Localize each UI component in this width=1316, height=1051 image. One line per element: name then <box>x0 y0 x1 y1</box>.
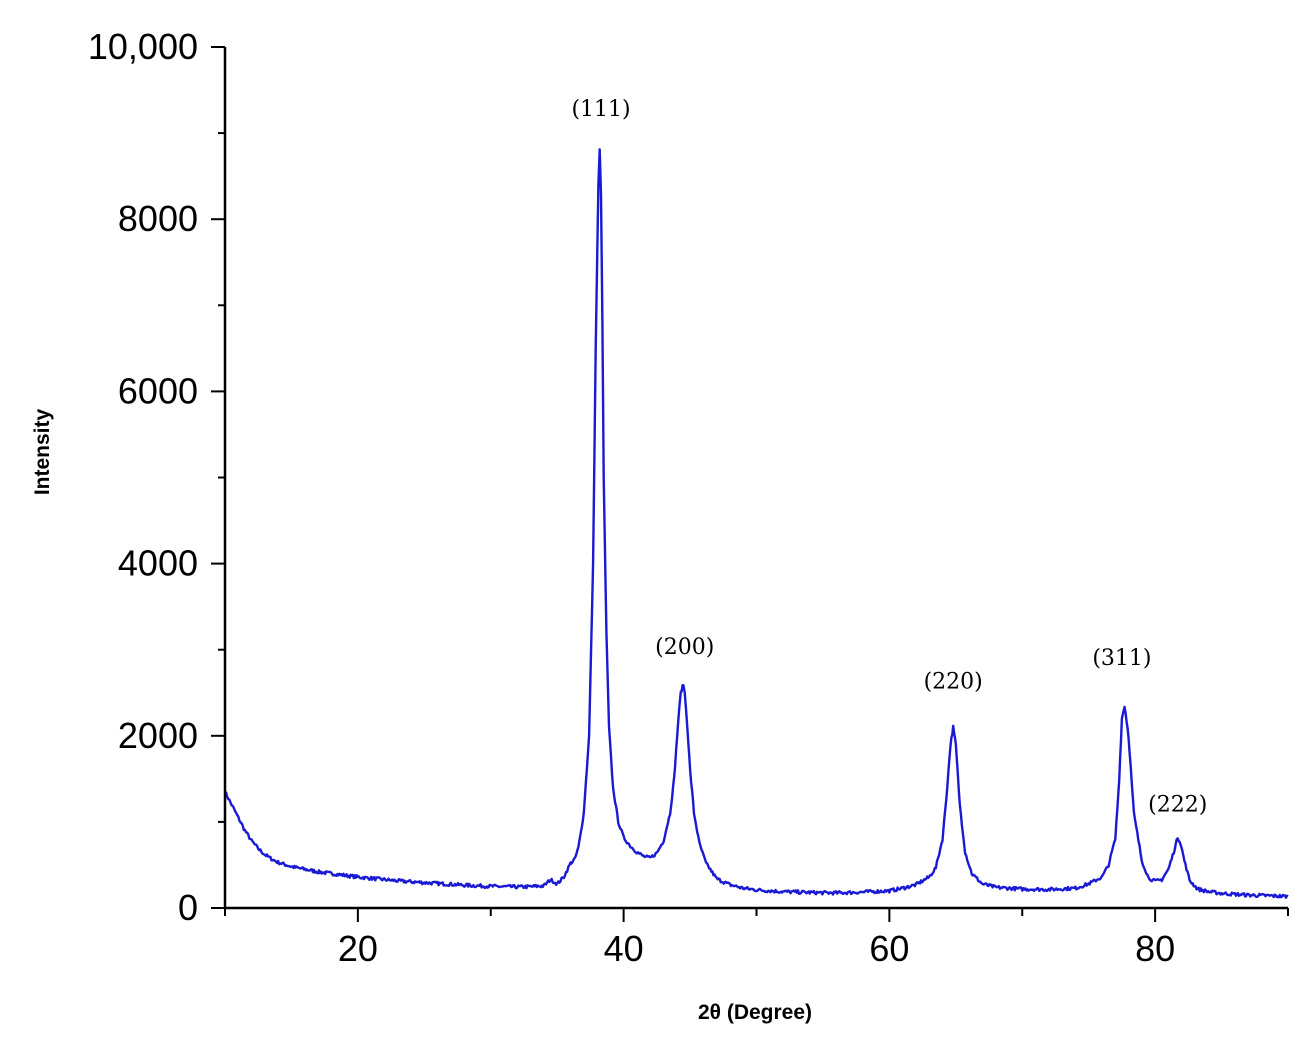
peak-label: (220) <box>924 669 983 694</box>
peak-label: (222) <box>1148 793 1207 818</box>
y-tick-label: 4000 <box>118 543 198 584</box>
peak-label: (200) <box>655 635 714 660</box>
y-tick-label: 0 <box>178 887 198 928</box>
peak-label: (311) <box>1092 646 1151 671</box>
peak-label: (111) <box>571 97 630 122</box>
annotations-layer: (111) (200) (220) (311) (222) <box>571 97 1207 818</box>
x-tick-label: 80 <box>1135 928 1175 969</box>
intensity-line <box>224 148 1289 899</box>
x-tick-label: 40 <box>604 928 644 969</box>
x-tick-label: 20 <box>338 928 378 969</box>
y-axis-title: Intensity <box>31 409 54 496</box>
y-tick-label: 2000 <box>118 715 198 756</box>
y-tick-label: 6000 <box>118 370 198 411</box>
x-axis-title: 2θ (Degree) <box>698 1001 812 1024</box>
y-tick-label: 10,000 <box>88 26 198 67</box>
ticks-layer <box>211 46 1289 922</box>
y-tick-label: 8000 <box>118 198 198 239</box>
tick-labels-layer: 0 2000 4000 6000 8000 10,000 20 40 60 80 <box>88 26 1175 969</box>
x-tick-label: 60 <box>869 928 909 969</box>
